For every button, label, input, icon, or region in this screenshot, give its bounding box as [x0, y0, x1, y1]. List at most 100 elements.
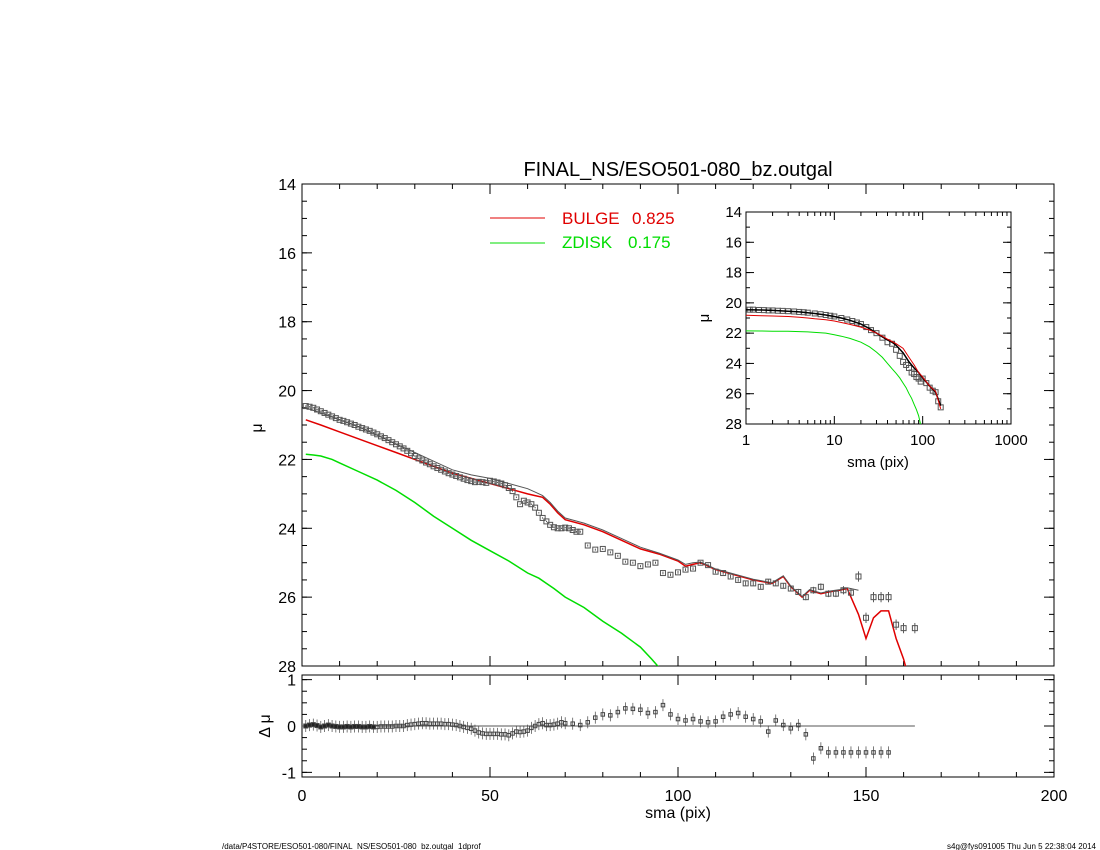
- main-data-point: [314, 406, 321, 413]
- inset-y-tick-label: 18: [725, 265, 742, 282]
- main-data-point: [505, 485, 512, 492]
- main-series-zdisk: [305, 453, 659, 666]
- main-data-point: [735, 576, 742, 583]
- inset-x-tick-label: 1000: [994, 432, 1027, 449]
- main-data-point: [637, 563, 644, 570]
- residual-point: [570, 721, 575, 726]
- main-data-point: [456, 474, 463, 481]
- main-data-point: [622, 558, 629, 565]
- main-data-point: [870, 594, 877, 601]
- inset-plot-frame: [745, 211, 1012, 425]
- main-data-point: [727, 573, 734, 580]
- main-data-point: [366, 427, 373, 434]
- main-data-point: [900, 625, 907, 632]
- residual-y-tick-label: 1: [287, 673, 296, 690]
- main-data-point: [644, 561, 651, 568]
- main-data-point: [569, 527, 576, 534]
- inset-data-point: [893, 346, 900, 353]
- residual-point: [841, 750, 846, 755]
- main-data-point: [464, 477, 471, 484]
- residual-axis-ticks: [301, 675, 1055, 777]
- main-data-point: [359, 425, 366, 432]
- main-data-point: [520, 497, 527, 504]
- main-data-point: [475, 478, 482, 485]
- residual-point: [600, 712, 606, 717]
- residual-point: [871, 750, 876, 755]
- residual-point: [615, 709, 621, 715]
- main-data-point: [528, 501, 535, 508]
- main-data-point: [543, 518, 550, 525]
- legend-zdisk-value: 0.175: [628, 233, 671, 252]
- main-data-point: [614, 552, 621, 559]
- main-data-point: [490, 478, 497, 485]
- inset-data-point: [923, 380, 930, 387]
- inset-y-tick-label: 16: [725, 234, 742, 251]
- residual-x-axis-label: sma (pix): [645, 805, 711, 822]
- residual-point: [856, 750, 861, 755]
- residual-x-tick-label: 200: [1041, 788, 1068, 805]
- residual-point: [675, 716, 681, 722]
- residual-point: [720, 714, 726, 719]
- main-data-point: [712, 568, 719, 575]
- inset-data-point: [900, 358, 907, 365]
- inset-data-point: [873, 330, 880, 337]
- main-data-point: [584, 542, 591, 549]
- inset-series-bulge: [746, 314, 942, 410]
- main-data-point: [550, 524, 557, 531]
- main-data-point: [863, 614, 869, 621]
- residual-point: [562, 720, 568, 726]
- main-y-tick-labels: 14 16 18 20 22 24 26 28: [278, 177, 296, 676]
- residual-x-tick-label: 0: [298, 788, 307, 805]
- main-data-point: [453, 472, 460, 479]
- main-data-point: [893, 621, 900, 628]
- main-data-point: [535, 509, 542, 516]
- inset-x-tick-labels: 1 10 100 1000: [742, 432, 1028, 449]
- residual-point: [781, 722, 786, 728]
- residual-point: [765, 729, 771, 734]
- main-data-point: [351, 422, 358, 428]
- residual-point: [653, 709, 658, 715]
- residual-point: [370, 724, 376, 730]
- main-data-point: [329, 413, 336, 420]
- inset-y-tick-label: 22: [725, 325, 742, 342]
- main-data-point: [332, 415, 339, 422]
- inset-y-tick-label: 28: [725, 416, 742, 433]
- residual-point: [735, 710, 741, 716]
- main-data-point: [340, 417, 347, 424]
- main-data-point: [355, 423, 362, 430]
- main-data-point: [750, 580, 757, 587]
- residual-x-tick-labels: 0 50 100 150 200: [298, 788, 1068, 805]
- main-data-point: [832, 590, 839, 597]
- main-data-point: [479, 479, 486, 486]
- legend-bulge-name: BULGE: [562, 209, 620, 228]
- inset-data-point: [917, 378, 924, 385]
- main-y-tick-label: 16: [278, 246, 296, 263]
- main-data-point: [705, 562, 712, 569]
- main-y-tick-label: 20: [278, 384, 296, 401]
- main-data-point: [362, 426, 369, 433]
- residual-x-tick-label: 150: [853, 788, 880, 805]
- main-data-point: [817, 583, 824, 590]
- main-data-point: [765, 578, 772, 585]
- residual-point: [705, 720, 711, 725]
- residual-point: [803, 732, 809, 737]
- residual-point: [660, 702, 666, 708]
- main-data-point: [321, 409, 328, 416]
- inset-data-point: [863, 324, 870, 331]
- main-data-point: [810, 587, 817, 594]
- main-y-tick-label: 28: [278, 659, 296, 676]
- main-data-point: [682, 566, 689, 573]
- main-data-point: [577, 528, 584, 535]
- inset-log-panel: 14 16 18 20 22 24 26 28 1 10 100 1000 μ sma (pix): [696, 204, 1028, 471]
- main-data-point: [347, 420, 354, 427]
- main-data-point: [509, 488, 516, 495]
- residual-point: [750, 716, 756, 722]
- main-observed-points: [302, 403, 918, 634]
- main-data-point: [471, 479, 478, 486]
- residual-point: [788, 726, 794, 731]
- main-data-point: [423, 459, 430, 466]
- main-data-point: [434, 465, 441, 472]
- main-data-point: [532, 504, 539, 511]
- main-series-group: [305, 407, 907, 666]
- main-data-point: [787, 585, 794, 592]
